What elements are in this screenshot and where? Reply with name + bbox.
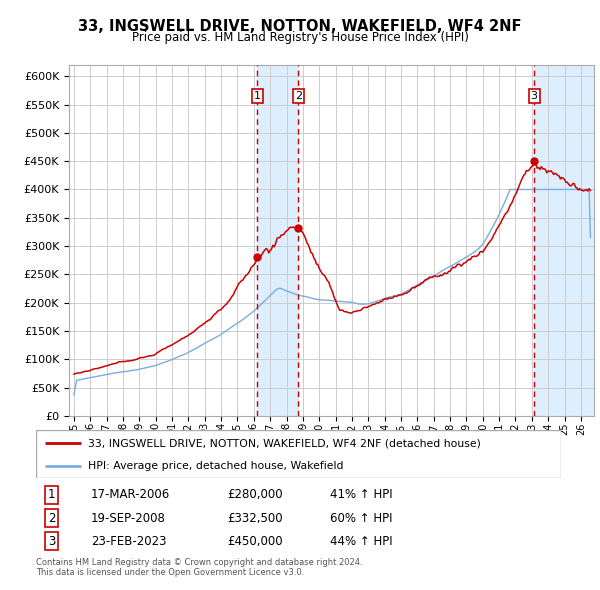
Text: 33, INGSWELL DRIVE, NOTTON, WAKEFIELD, WF4 2NF: 33, INGSWELL DRIVE, NOTTON, WAKEFIELD, W… bbox=[78, 19, 522, 34]
Text: 2: 2 bbox=[48, 512, 56, 525]
Text: 41% ↑ HPI: 41% ↑ HPI bbox=[330, 488, 392, 501]
Bar bbox=[534, 65, 594, 416]
Bar bbox=[257, 65, 298, 416]
Bar bbox=[534, 65, 594, 416]
Text: 33, INGSWELL DRIVE, NOTTON, WAKEFIELD, WF4 2NF (detached house): 33, INGSWELL DRIVE, NOTTON, WAKEFIELD, W… bbox=[89, 438, 481, 448]
Text: 1: 1 bbox=[254, 91, 261, 101]
Text: 2: 2 bbox=[295, 91, 302, 101]
Text: Contains HM Land Registry data © Crown copyright and database right 2024.: Contains HM Land Registry data © Crown c… bbox=[36, 558, 362, 566]
Text: 17-MAR-2006: 17-MAR-2006 bbox=[91, 488, 170, 501]
Text: 3: 3 bbox=[530, 91, 538, 101]
Text: £332,500: £332,500 bbox=[227, 512, 283, 525]
Text: 23-FEB-2023: 23-FEB-2023 bbox=[91, 535, 167, 548]
Text: 44% ↑ HPI: 44% ↑ HPI bbox=[330, 535, 392, 548]
Text: £450,000: £450,000 bbox=[227, 535, 283, 548]
Text: This data is licensed under the Open Government Licence v3.0.: This data is licensed under the Open Gov… bbox=[36, 568, 304, 576]
Text: 1: 1 bbox=[48, 488, 56, 501]
Text: 19-SEP-2008: 19-SEP-2008 bbox=[91, 512, 166, 525]
Text: HPI: Average price, detached house, Wakefield: HPI: Average price, detached house, Wake… bbox=[89, 461, 344, 471]
Text: 60% ↑ HPI: 60% ↑ HPI bbox=[330, 512, 392, 525]
Text: 3: 3 bbox=[48, 535, 55, 548]
Text: Price paid vs. HM Land Registry's House Price Index (HPI): Price paid vs. HM Land Registry's House … bbox=[131, 31, 469, 44]
Text: £280,000: £280,000 bbox=[227, 488, 283, 501]
